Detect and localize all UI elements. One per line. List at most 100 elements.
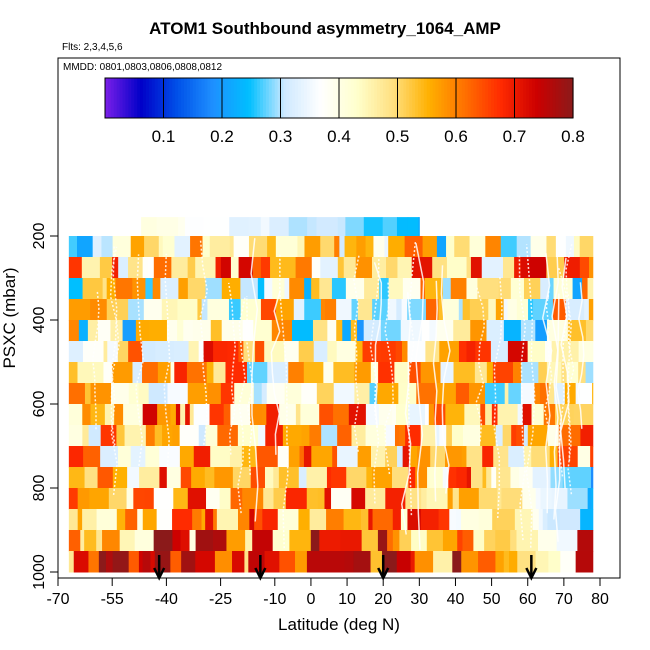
colorbar-swatch bbox=[540, 78, 545, 118]
colorbar-swatch bbox=[397, 78, 402, 118]
heatmap-cell bbox=[508, 446, 525, 468]
heatmap-cell bbox=[551, 341, 560, 363]
heatmap-cell bbox=[159, 467, 168, 489]
heatmap-cell bbox=[285, 488, 308, 510]
heatmap-cell bbox=[531, 404, 545, 426]
heatmap-cell bbox=[333, 383, 355, 405]
flight-trace bbox=[250, 238, 259, 522]
heatmap-cell bbox=[582, 278, 589, 300]
colorbar-swatch bbox=[564, 78, 568, 118]
heatmap-cell bbox=[254, 509, 263, 531]
x-tick-label: -70 bbox=[46, 591, 69, 608]
colorbar-swatch bbox=[298, 78, 302, 118]
colorbar-swatch bbox=[491, 78, 495, 118]
colorbar-tick-label: 0.2 bbox=[210, 127, 234, 146]
heatmap-cell bbox=[264, 341, 285, 363]
heatmap-cell bbox=[466, 446, 483, 468]
colorbar-swatch bbox=[175, 78, 179, 118]
heatmap-cell bbox=[149, 320, 168, 342]
colorbar-swatch bbox=[567, 78, 571, 118]
heatmap-cell bbox=[340, 530, 363, 552]
colorbar-swatch bbox=[324, 78, 328, 118]
heatmap-cell bbox=[370, 362, 379, 384]
colorbar-swatch bbox=[534, 78, 539, 118]
heatmap-cell bbox=[401, 341, 409, 363]
colorbar-swatch bbox=[341, 78, 346, 118]
colorbar-swatch bbox=[280, 78, 285, 118]
heatmap-cell bbox=[187, 488, 207, 510]
heatmap-cell bbox=[103, 362, 113, 384]
heatmap-cell bbox=[396, 551, 412, 573]
heatmap-cell bbox=[299, 446, 305, 468]
heatmap-cell bbox=[161, 299, 178, 321]
heatmap-cell bbox=[498, 278, 512, 300]
heatmap-cell bbox=[106, 278, 117, 300]
heatmap-cell bbox=[298, 341, 315, 363]
colorbar-swatch bbox=[151, 78, 156, 118]
heatmap-cell bbox=[130, 446, 146, 468]
colorbar-swatch bbox=[134, 78, 138, 118]
heatmap-cell bbox=[458, 341, 468, 363]
colorbar-swatch bbox=[426, 78, 431, 118]
heatmap-cell bbox=[332, 446, 338, 468]
heatmap-cell bbox=[333, 362, 355, 384]
heatmap-cell bbox=[348, 404, 367, 426]
colorbar-swatch bbox=[163, 78, 168, 118]
heatmap-cell bbox=[311, 278, 320, 300]
heatmap-cell bbox=[306, 551, 328, 573]
heatmap-cell bbox=[466, 278, 478, 300]
heatmap-cell bbox=[388, 236, 406, 258]
colorbar-swatch bbox=[224, 78, 229, 118]
heatmap-cell bbox=[192, 320, 212, 342]
heatmap-cell bbox=[303, 362, 324, 384]
heatmap-cell bbox=[116, 509, 126, 531]
heatmap-cell bbox=[202, 236, 211, 258]
colorbar-swatch bbox=[327, 78, 331, 118]
heatmap-cell bbox=[150, 551, 156, 573]
heatmap-cell bbox=[68, 467, 86, 489]
heatmap-cell bbox=[488, 299, 497, 321]
heatmap-cell bbox=[300, 404, 320, 426]
colorbar-swatch bbox=[508, 78, 513, 118]
plot-frame bbox=[57, 57, 621, 579]
heatmap-cell bbox=[142, 362, 159, 384]
colorbar-swatch bbox=[262, 78, 267, 118]
heatmap-cell bbox=[372, 467, 393, 489]
heatmap-cell bbox=[186, 362, 208, 384]
colorbar-swatch bbox=[532, 78, 536, 118]
heatmap-cell bbox=[68, 236, 78, 258]
heatmap-cell bbox=[97, 320, 111, 342]
flight-traces bbox=[92, 238, 585, 550]
colorbar-swatch bbox=[330, 78, 334, 118]
flight-trace bbox=[199, 239, 209, 445]
heatmap-cell bbox=[460, 509, 480, 531]
heatmap-cell bbox=[469, 383, 486, 405]
heatmap-cell bbox=[469, 236, 486, 258]
heatmap-cell bbox=[573, 404, 594, 426]
heatmap-cell bbox=[486, 320, 505, 342]
heatmap-cell bbox=[81, 257, 101, 279]
heatmap-cell bbox=[245, 530, 253, 552]
heatmap-cell bbox=[523, 425, 529, 447]
colorbar-swatch bbox=[482, 78, 486, 118]
colorbar-swatch bbox=[265, 78, 270, 118]
colorbar-swatch bbox=[391, 78, 396, 118]
x-tick-label: 80 bbox=[591, 591, 609, 608]
heatmap-cell bbox=[84, 467, 99, 489]
colorbar-swatch bbox=[186, 78, 191, 118]
colorbar-swatch bbox=[435, 78, 440, 118]
heatmap-cell bbox=[307, 217, 318, 239]
colorbar-swatch bbox=[502, 78, 507, 118]
heatmap-cell bbox=[117, 341, 129, 363]
colorbar-tick-label: 0.6 bbox=[444, 127, 468, 146]
colorbar-tick-label: 0.8 bbox=[561, 127, 585, 146]
heatmap-cell bbox=[210, 320, 223, 342]
heatmap-cell bbox=[357, 299, 373, 321]
colorbar-swatch bbox=[403, 78, 407, 118]
heatmap-cell bbox=[117, 446, 132, 468]
heatmap-cell bbox=[566, 362, 579, 384]
heatmap-cell bbox=[368, 509, 374, 531]
heatmap-cell bbox=[578, 341, 594, 363]
colorbar-swatch bbox=[128, 78, 132, 118]
heatmap-cell bbox=[172, 530, 182, 552]
